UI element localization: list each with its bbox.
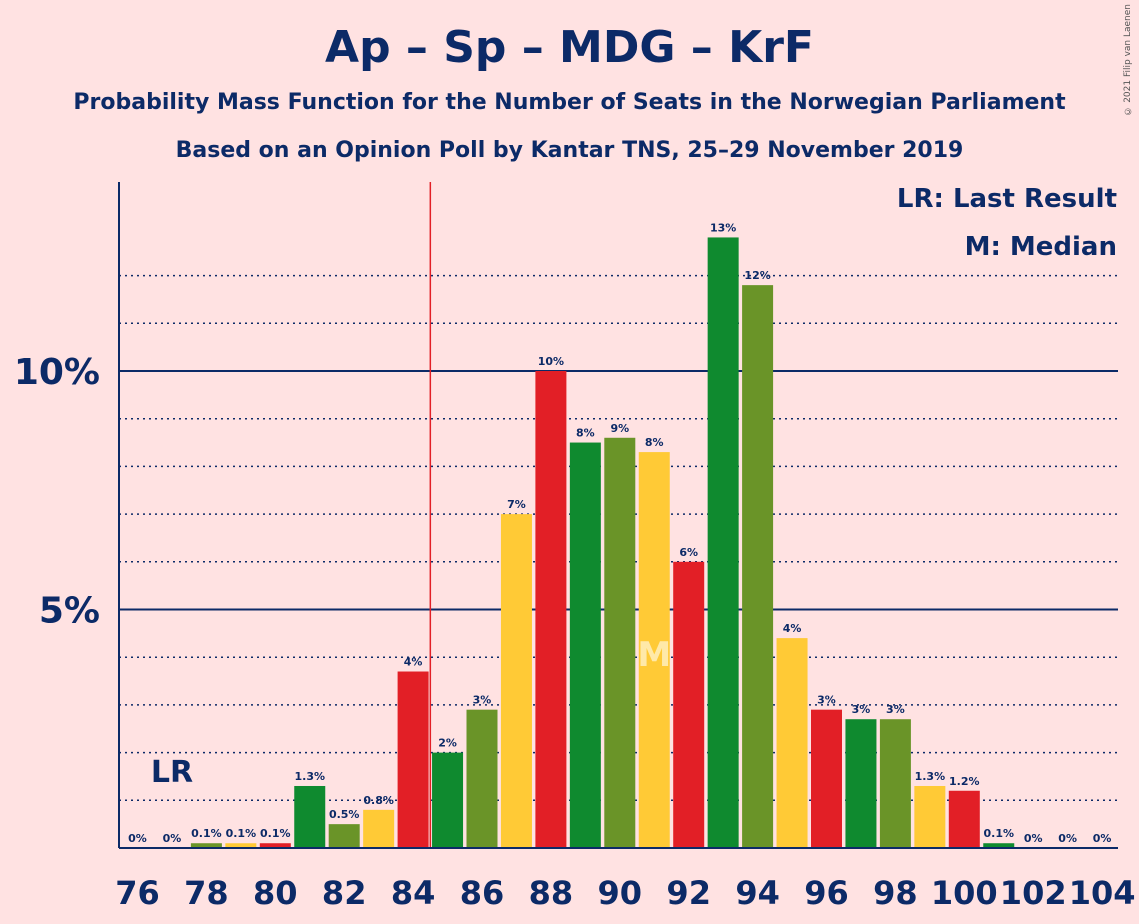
bar-seat-78 bbox=[190, 843, 222, 848]
x-tick-label: 84 bbox=[391, 874, 436, 912]
bar-seat-95 bbox=[776, 638, 808, 848]
bar-label-seat-85: 2% bbox=[438, 737, 457, 750]
bar-label-seat-99: 1.3% bbox=[915, 770, 946, 783]
legend-median: M: Median bbox=[964, 232, 1117, 262]
chart-title: Ap – Sp – MDG – KrF bbox=[325, 22, 814, 73]
last-result-marker: LR bbox=[151, 755, 193, 790]
legend-last-result: LR: Last Result bbox=[896, 184, 1117, 214]
x-tick-label: 92 bbox=[666, 874, 711, 912]
x-tick-label: 78 bbox=[184, 874, 229, 912]
bar-seat-97 bbox=[845, 719, 877, 848]
bar-seat-91 bbox=[638, 452, 670, 848]
chart-source: Based on an Opinion Poll by Kantar TNS, … bbox=[175, 138, 964, 163]
bar-label-seat-100: 1.2% bbox=[949, 775, 980, 788]
x-tick-label: 76 bbox=[115, 874, 160, 912]
bar-label-seat-87: 7% bbox=[507, 498, 526, 511]
bar-label-seat-102: 0% bbox=[1024, 832, 1043, 845]
bar-label-seat-83: 0.8% bbox=[363, 794, 394, 807]
bar-seat-98 bbox=[879, 719, 911, 848]
bar-seat-84 bbox=[397, 671, 429, 848]
bar-seat-96 bbox=[811, 709, 842, 848]
bar-label-seat-101: 0.1% bbox=[983, 827, 1014, 840]
x-tick-label: 80 bbox=[253, 874, 298, 912]
x-tick-label: 94 bbox=[735, 874, 780, 912]
bar-label-seat-82: 0.5% bbox=[329, 808, 360, 821]
bar-label-seat-81: 1.3% bbox=[294, 770, 325, 783]
bar-seat-94 bbox=[742, 285, 774, 848]
bar-seat-88 bbox=[535, 371, 567, 848]
bar-label-seat-103: 0% bbox=[1058, 832, 1077, 845]
y-tick-label: 10% bbox=[14, 352, 100, 393]
bar-label-seat-89: 8% bbox=[576, 427, 595, 440]
bar-label-seat-90: 9% bbox=[610, 422, 629, 435]
bar-label-seat-98: 3% bbox=[886, 703, 905, 716]
bar-label-seat-104: 0% bbox=[1093, 832, 1112, 845]
bar-label-seat-84: 4% bbox=[404, 656, 423, 669]
bar-label-seat-96: 3% bbox=[817, 694, 836, 707]
median-marker: M bbox=[637, 635, 671, 675]
bar-label-seat-77: 0% bbox=[163, 832, 182, 845]
bar-label-seat-95: 4% bbox=[783, 622, 802, 635]
bar-seat-89 bbox=[569, 442, 601, 848]
bar-seat-79 bbox=[225, 843, 257, 848]
x-tick-label: 100 bbox=[931, 874, 998, 912]
x-tick-label: 90 bbox=[598, 874, 643, 912]
bar-seat-92 bbox=[673, 561, 705, 848]
bar-seat-93 bbox=[707, 237, 739, 848]
bar-label-seat-79: 0.1% bbox=[226, 827, 257, 840]
x-tick-label: 102 bbox=[1000, 874, 1067, 912]
x-tick-label: 96 bbox=[804, 874, 849, 912]
chart-subtitle: Probability Mass Function for the Number… bbox=[73, 90, 1066, 115]
bar-label-seat-88: 10% bbox=[538, 355, 564, 368]
bar-seat-81 bbox=[294, 785, 326, 848]
y-tick-label: 5% bbox=[39, 591, 100, 632]
bar-seat-99 bbox=[914, 785, 946, 848]
x-tick-label: 104 bbox=[1069, 874, 1136, 912]
bar-label-seat-86: 3% bbox=[473, 694, 492, 707]
bar-label-seat-80: 0.1% bbox=[260, 827, 291, 840]
bar-seat-85 bbox=[432, 752, 464, 848]
x-tick-label: 86 bbox=[460, 874, 505, 912]
bar-seat-101 bbox=[983, 843, 1015, 848]
bar-label-seat-78: 0.1% bbox=[191, 827, 222, 840]
bar-label-seat-91: 8% bbox=[645, 436, 664, 449]
bar-seat-86 bbox=[466, 709, 498, 848]
bar-seat-100 bbox=[948, 790, 980, 848]
bar-label-seat-76: 0% bbox=[128, 832, 147, 845]
bar-seat-82 bbox=[328, 824, 360, 848]
bar-seat-80 bbox=[259, 843, 291, 848]
bar-seat-90 bbox=[604, 437, 636, 848]
x-tick-label: 82 bbox=[322, 874, 367, 912]
bar-label-seat-94: 12% bbox=[744, 269, 770, 282]
bar-label-seat-92: 6% bbox=[679, 546, 698, 559]
bar-label-seat-97: 3% bbox=[852, 703, 871, 716]
x-tick-label: 88 bbox=[529, 874, 574, 912]
bar-label-seat-93: 13% bbox=[710, 221, 736, 234]
bar-seat-83 bbox=[363, 809, 395, 848]
bar-seat-87 bbox=[500, 514, 532, 848]
x-tick-label: 98 bbox=[873, 874, 918, 912]
